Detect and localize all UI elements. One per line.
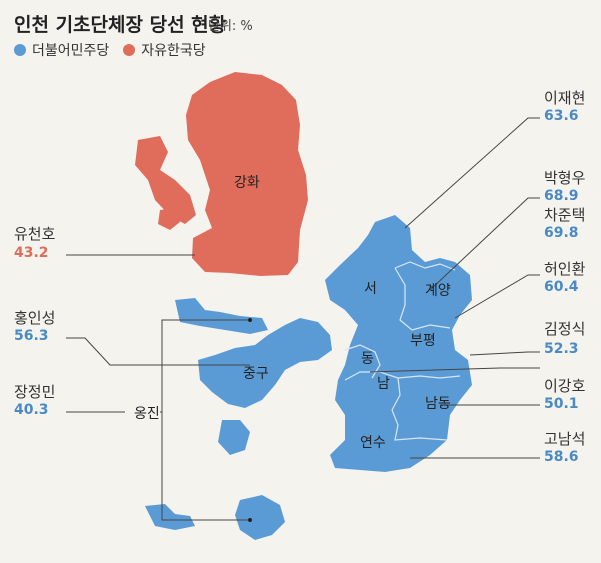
winner-name-10: 장정민 — [14, 383, 56, 401]
winner-name-6: 이강호 — [544, 377, 586, 395]
region-label-dong: 동 — [361, 351, 374, 367]
leader-dots — [248, 318, 252, 522]
winner-name-7: 고남석 — [544, 430, 586, 448]
region-label-ongjin: 옹진 — [134, 406, 160, 422]
leader-lines — [66, 117, 540, 521]
region-ganghwa-shape — [135, 72, 308, 276]
legend-label-lkp: 자유한국당 — [141, 43, 206, 59]
legend-label-dem: 더불어민주당 — [32, 43, 110, 59]
region-label-jung: 중구 — [243, 366, 269, 382]
winner-value-3: 69.8 — [544, 225, 579, 241]
region-label-yeonsu: 연수 — [360, 435, 386, 451]
winner-name-2: 박형우 — [544, 169, 586, 187]
region-label-ganghwa: 강화 — [234, 175, 260, 191]
unit-label: 단위: % — [208, 19, 253, 34]
region-label-nam: 남 — [377, 376, 390, 392]
winner-name-4: 허인환 — [544, 260, 586, 278]
region-ongjin-shape — [145, 495, 285, 540]
winner-value-10: 40.3 — [14, 402, 49, 418]
district-boundaries — [344, 261, 461, 441]
winner-value-9: 56.3 — [14, 328, 49, 344]
winner-name-5: 김정식 — [544, 320, 586, 338]
legend-dot-dem — [14, 44, 26, 56]
winner-value-1: 63.6 — [544, 108, 579, 124]
winner-name-3: 차준택 — [544, 206, 586, 224]
region-mainland-shape — [325, 215, 472, 472]
region-label-gyeyang: 계양 — [425, 283, 451, 299]
winner-name-9: 홍인성 — [14, 309, 56, 327]
legend: 더불어민주당 자유한국당 — [14, 40, 220, 60]
winner-name-1: 이재현 — [544, 89, 586, 107]
winner-value-5: 52.3 — [544, 341, 579, 357]
region-label-bupyeong: 부평 — [410, 333, 436, 349]
winner-name-8: 유천호 — [14, 225, 56, 243]
winner-value-6: 50.1 — [544, 396, 579, 412]
region-label-seo: 서 — [364, 281, 377, 297]
legend-item-lkp: 자유한국당 — [123, 40, 206, 60]
winner-value-7: 58.6 — [544, 449, 579, 465]
legend-dot-lkp — [123, 44, 136, 56]
region-label-namdong: 남동 — [425, 396, 451, 412]
region-jung-shape — [175, 298, 332, 455]
winner-value-2: 68.9 — [544, 188, 579, 204]
legend-item-dem: 더불어민주당 — [14, 40, 109, 60]
page-title: 인천 기초단체장 당선 현황 — [14, 14, 227, 36]
winner-value-4: 60.4 — [544, 279, 579, 295]
winner-value-8: 43.2 — [14, 245, 49, 261]
